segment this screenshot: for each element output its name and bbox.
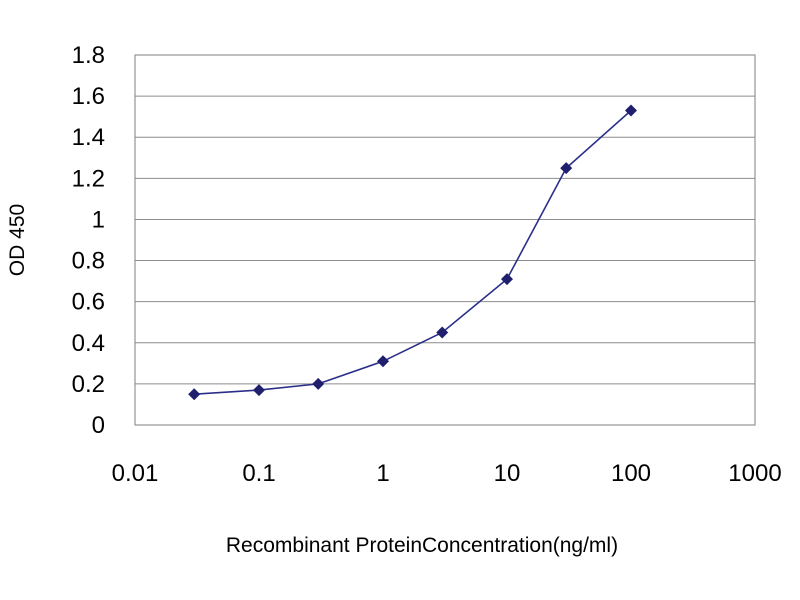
data-point [560,162,573,175]
data-points [188,104,637,401]
data-point [377,355,389,368]
y-tick-label: 1.8 [72,42,105,69]
y-tick-label: 0.6 [72,289,105,316]
series-line [194,109,632,395]
y-tick-label: 0.4 [72,330,105,357]
y-axis-title: OD 450 [6,204,29,276]
y-tick-label: 0 [92,412,105,439]
x-tick-label: 1 [376,460,389,487]
data-point [188,388,201,401]
x-tick-label: 100 [611,460,651,487]
x-tick-label: 1000 [728,460,781,487]
y-tick-label: 1.2 [72,165,105,192]
data-point [436,326,449,339]
data-point [253,384,265,397]
data-point [501,273,513,286]
y-gridlines [135,95,755,385]
y-tick-label: 1 [92,206,105,233]
plot-area [134,54,756,426]
x-tick-label: 0.1 [242,460,275,487]
x-tick-label: 10 [494,460,521,487]
y-tick-label: 1.6 [72,83,105,110]
y-axis-tick-labels: 0 0.2 0.4 0.6 0.8 1 1.2 1.4 1.6 1.8 [72,42,105,439]
y-tick-label: 0.2 [72,371,105,398]
x-tick-label: 0.01 [112,460,159,487]
y-tick-label: 0.8 [72,248,105,275]
data-point [625,104,637,117]
x-axis-title: Recombinant ProteinConcentration(ng/ml) [226,534,618,557]
data-point [312,377,325,390]
x-axis-tick-labels: 0.01 0.1 1 10 100 1000 [112,460,782,487]
y-tick-label: 1.4 [72,124,105,151]
